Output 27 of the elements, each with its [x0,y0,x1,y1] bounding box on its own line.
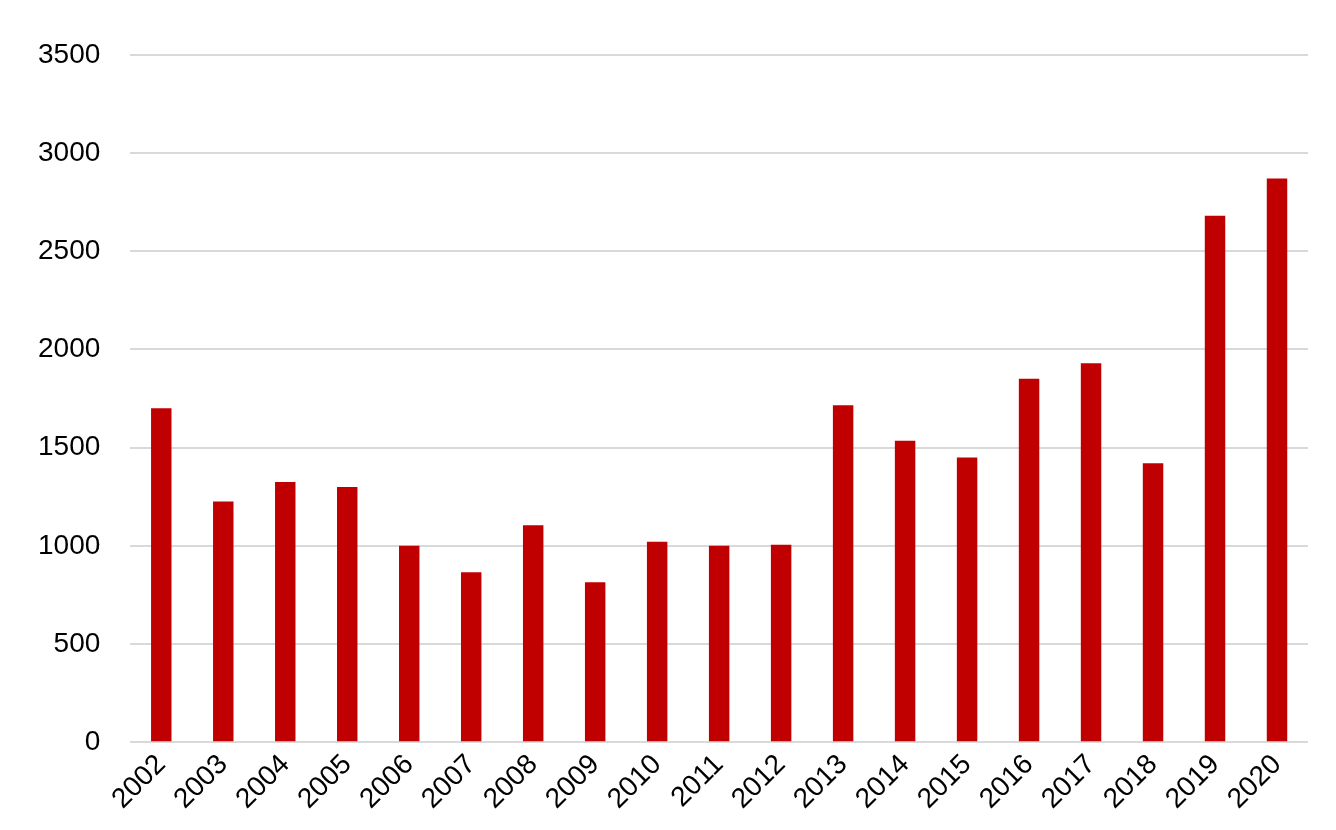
bar [584,582,606,742]
bar [1204,215,1226,742]
bar [522,525,544,742]
bar [151,408,172,742]
bar [337,486,358,742]
bar [1080,363,1102,742]
bar [708,545,730,742]
bar [770,544,792,742]
y-tick-label: 500 [53,626,101,658]
bar [894,440,916,742]
bar [460,572,482,742]
bar [275,481,296,742]
y-tick-label: 3000 [37,135,101,167]
bar [832,405,854,742]
y-tick-label: 0 [84,724,101,756]
bar [1142,463,1164,742]
bar [213,501,234,742]
y-tick-label: 1500 [37,430,101,462]
bar [646,541,668,742]
y-tick-label: 2000 [37,332,101,364]
bar [1018,378,1040,742]
y-tick-label: 1000 [37,528,101,560]
y-tick-label: 3500 [37,37,101,69]
bar [956,457,978,742]
bar [398,545,420,742]
y-tick-label: 2500 [37,233,101,265]
bar [1266,178,1288,742]
